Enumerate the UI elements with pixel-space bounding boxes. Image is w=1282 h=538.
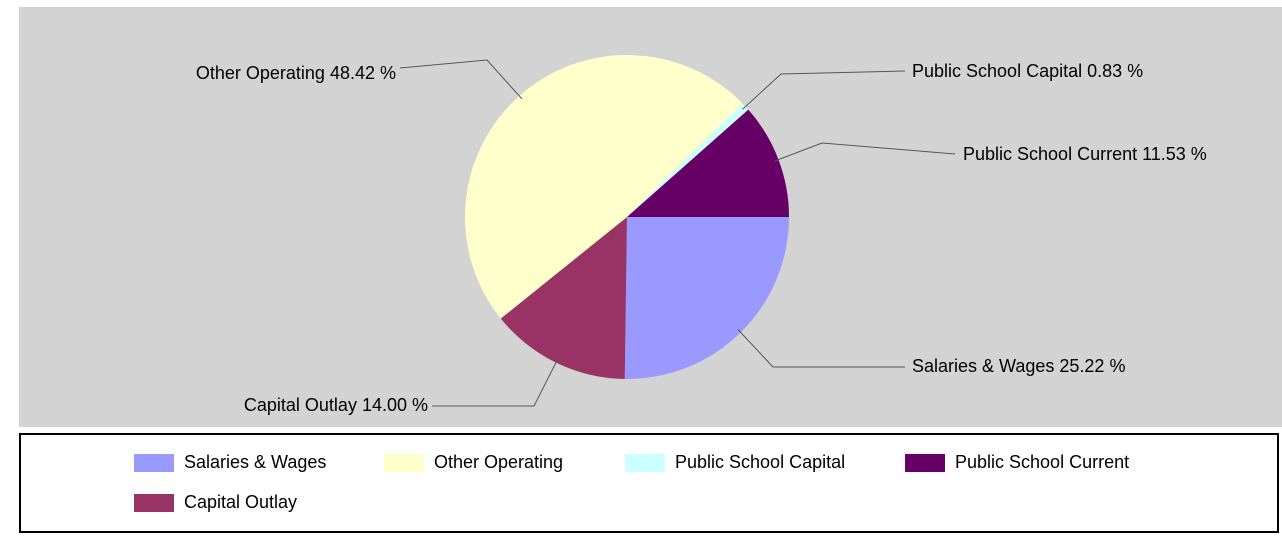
legend-item-salaries-wages: Salaries & Wages: [134, 452, 384, 473]
pie-slice-salaries-wages: [624, 217, 789, 379]
legend-swatch: [625, 453, 665, 472]
leader-line-public-school-capital: [742, 70, 906, 110]
legend-swatch: [134, 493, 174, 512]
legend-swatch: [384, 453, 424, 472]
legend-swatch: [134, 453, 174, 472]
leader-line-salaries-wages: [737, 329, 905, 368]
legend-swatch: [905, 453, 945, 472]
legend-label: Salaries & Wages: [184, 452, 327, 472]
legend-label: Public School Current: [955, 452, 1130, 472]
leader-lines: [399, 59, 956, 407]
leader-line-public-school-current: [774, 142, 956, 162]
slice-label-salaries-wages: Salaries & Wages 25.22 %: [912, 356, 1125, 376]
legend-item-capital-outlay: Capital Outlay: [134, 492, 297, 513]
pie-chart: Salaries & Wages 25.22 % Capital Outlay 1…: [19, 7, 1282, 427]
legend-label: Public School Capital: [675, 452, 846, 472]
chart-legend: Salaries & Wages Other Operating Public …: [19, 433, 1279, 533]
slice-label-other-operating: Other Operating 48.42 %: [196, 63, 396, 83]
legend-row-2: Capital Outlay: [134, 492, 297, 513]
pie-slices: [465, 54, 789, 379]
leader-line-other-operating: [399, 59, 523, 100]
slice-labels: Salaries & Wages 25.22 % Capital Outlay 1…: [196, 61, 1207, 415]
legend-label: Capital Outlay: [184, 492, 298, 512]
leader-line-capital-outlay: [432, 358, 559, 407]
slice-label-public-school-current: Public School Current 11.53 %: [963, 144, 1207, 164]
legend-row-1: Salaries & Wages Other Operating Public …: [134, 452, 1129, 473]
pie-slice-other-operating: [465, 54, 743, 319]
slice-label-capital-outlay: Capital Outlay 14.00 %: [244, 395, 428, 415]
legend-item-other-operating: Other Operating: [384, 452, 625, 473]
pie-slice-capital-outlay: [500, 217, 627, 379]
legend-item-public-school-current: Public School Current: [905, 452, 1129, 473]
legend-item-public-school-capital: Public School Capital: [625, 452, 905, 473]
pie-slice-public-school-capital: [627, 103, 749, 217]
pie-slice-public-school-current: [627, 109, 789, 217]
legend-label: Other Operating: [434, 452, 564, 472]
slice-label-public-school-capital: Public School Capital 0.83 %: [912, 61, 1143, 81]
